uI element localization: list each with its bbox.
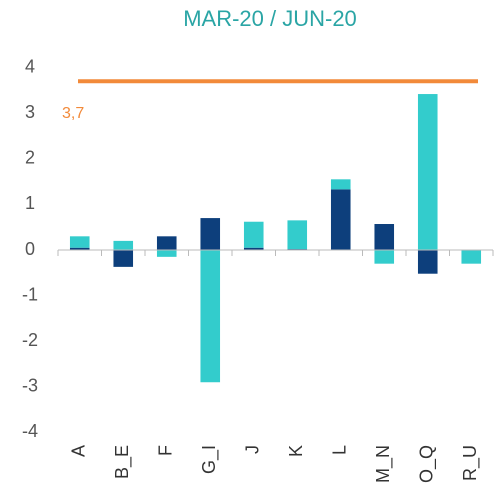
bar (330, 189, 351, 250)
y-tick-label: -2 (22, 330, 38, 350)
x-tick-label: L (330, 445, 350, 455)
bar (200, 218, 221, 250)
y-tick-label: 1 (25, 193, 35, 213)
bar (374, 250, 395, 264)
bar (287, 220, 308, 250)
y-tick-label: 0 (25, 239, 35, 259)
x-tick-label: K (286, 445, 306, 457)
y-tick-label: 4 (25, 56, 35, 76)
bar (69, 236, 90, 248)
bar (113, 250, 134, 267)
x-tick-label: B_E (112, 445, 133, 479)
x-tick-label: O_Q (417, 445, 438, 483)
bar (330, 179, 351, 190)
bar (243, 247, 264, 250)
y-tick-label: -4 (22, 421, 38, 441)
x-tick-label: A (69, 445, 89, 457)
reference-label: 3,7 (62, 105, 84, 122)
x-tick-label: G_I (199, 445, 220, 474)
bar (69, 247, 90, 250)
y-tick-label: -1 (22, 284, 38, 304)
bar (374, 224, 395, 250)
bar (113, 240, 134, 250)
bar (200, 250, 221, 383)
x-tick-label: M_N (373, 445, 394, 483)
y-tick-label: -3 (22, 376, 38, 396)
y-tick-label: 3 (25, 102, 35, 122)
bar (243, 221, 264, 248)
bar (461, 250, 482, 264)
x-tick-label: J (243, 445, 263, 454)
y-tick-label: 2 (25, 148, 35, 168)
bar (417, 250, 438, 274)
bar (156, 250, 177, 257)
x-tick-label: R_U (460, 445, 481, 481)
chart-title: MAR-20 / JUN-20 (183, 6, 357, 31)
bar (156, 236, 177, 250)
bar (417, 94, 438, 250)
x-tick-label: F (156, 445, 176, 456)
